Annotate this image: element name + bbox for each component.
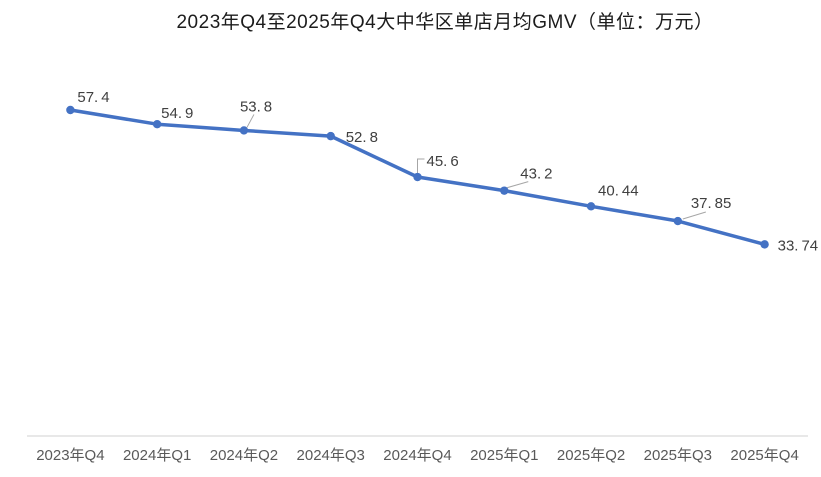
data-point-marker <box>66 105 75 115</box>
data-label: 37. 85 <box>691 195 732 212</box>
data-point-marker <box>413 172 422 182</box>
data-point-marker <box>586 202 596 211</box>
data-label: 33. 74 <box>778 237 819 254</box>
data-label: 40. 44 <box>598 182 639 199</box>
data-point-marker <box>152 119 162 129</box>
data-label-leader-line <box>507 181 529 189</box>
data-label-leader-line <box>682 211 706 220</box>
data-label: 45. 6 <box>427 153 459 170</box>
data-point-marker <box>760 240 769 249</box>
x-axis-label: 2023年Q4 <box>36 447 104 464</box>
data-label-leader-line <box>246 114 255 128</box>
data-label: 43. 2 <box>520 166 552 183</box>
x-axis-label: 2025年Q1 <box>470 447 538 464</box>
x-axis-label: 2024年Q2 <box>210 447 278 464</box>
x-axis-label: 2024年Q3 <box>297 447 365 464</box>
x-axis-label: 2025年Q2 <box>557 447 625 464</box>
data-point-marker <box>673 216 683 226</box>
data-point-marker <box>239 126 249 135</box>
data-label: 53. 8 <box>240 98 272 115</box>
x-axis-label: 2024年Q1 <box>123 447 191 464</box>
data-label: 57. 4 <box>77 89 109 106</box>
data-point-marker <box>500 186 509 195</box>
data-label: 54. 9 <box>161 105 193 122</box>
data-point-marker <box>326 131 335 141</box>
chart-title: 2023年Q4至2025年Q4大中华区单店月均GMV（单位：万元） <box>176 12 714 33</box>
data-label-leader-line <box>417 158 425 174</box>
x-axis-label: 2024年Q4 <box>383 447 451 464</box>
x-axis-label: 2025年Q3 <box>644 447 712 464</box>
x-axis-label: 2025年Q4 <box>730 447 798 464</box>
data-label: 52. 8 <box>346 129 378 146</box>
